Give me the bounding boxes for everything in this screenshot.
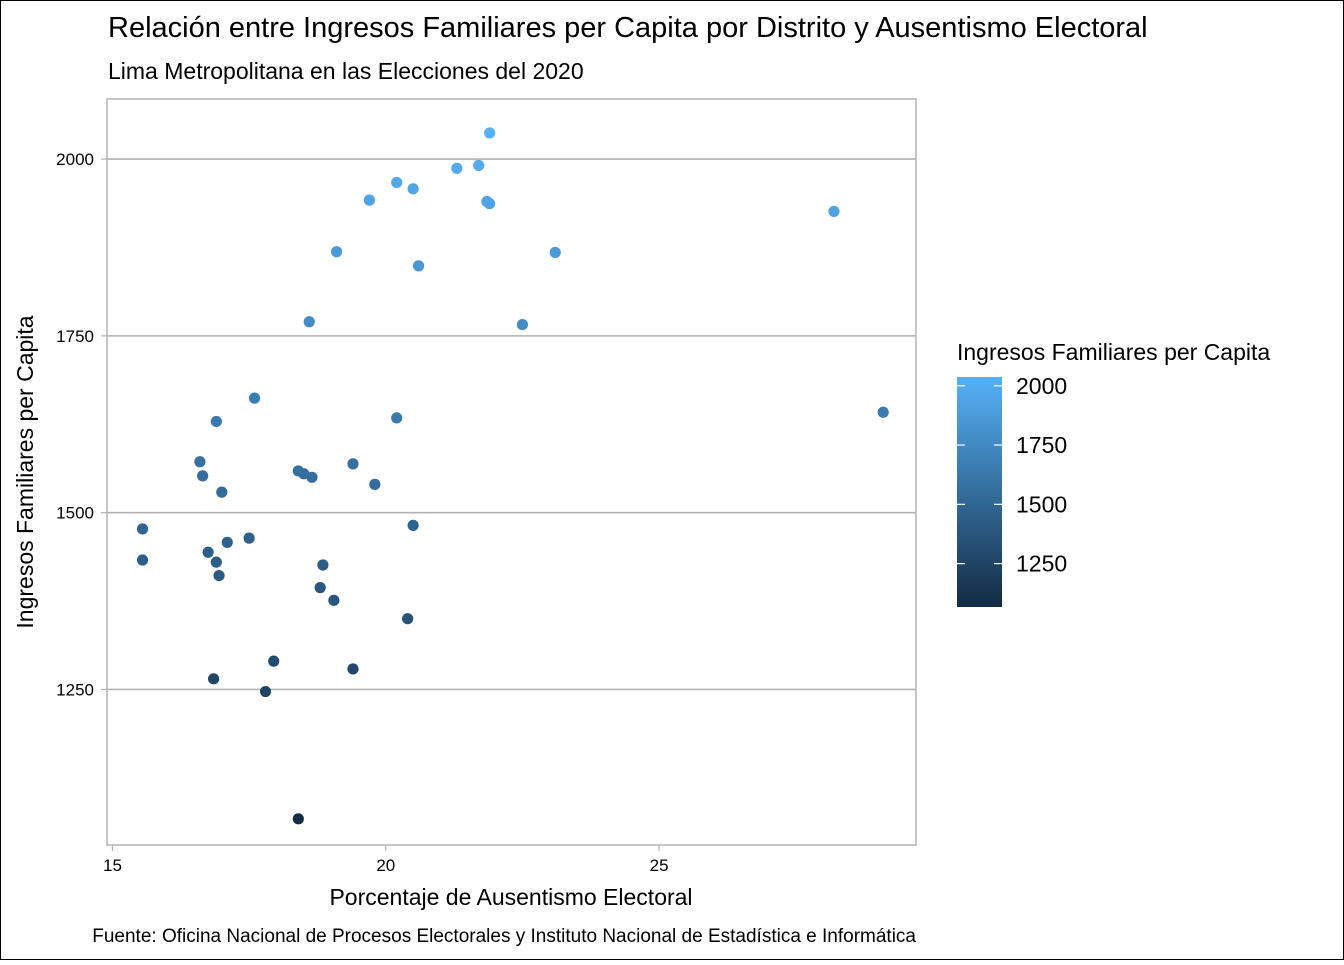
data-point [202, 546, 214, 558]
data-point [407, 183, 419, 195]
legend-title: Ingresos Familiares per Capita [957, 339, 1270, 365]
data-point [303, 316, 315, 328]
chart-subtitle: Lima Metropolitana en las Elecciones del… [108, 58, 584, 84]
data-point [136, 554, 149, 566]
data-point [243, 532, 255, 544]
data-point [268, 655, 280, 667]
y-tick-label: 1250 [56, 680, 94, 699]
data-point [484, 198, 496, 210]
gridlines [107, 158, 916, 691]
chart-title: Relación entre Ingresos Familiares per C… [108, 12, 1148, 44]
data-point [347, 458, 359, 470]
data-point [194, 456, 206, 468]
x-tick-label: 25 [650, 856, 669, 875]
data-point [314, 582, 326, 594]
data-points [136, 127, 889, 825]
y-tick-label: 2000 [56, 150, 94, 169]
data-point [828, 205, 840, 218]
x-axis-title: Porcentaje de Ausentismo Electoral [329, 884, 692, 910]
data-point [197, 470, 209, 482]
data-point [473, 159, 485, 172]
data-point [363, 194, 375, 206]
y-tick-label: 1500 [56, 504, 94, 523]
data-point [248, 392, 261, 404]
x-tick-label: 15 [103, 856, 122, 875]
data-point [549, 246, 561, 259]
colorbar [957, 377, 1002, 607]
data-point [369, 478, 381, 490]
data-point [136, 523, 149, 535]
data-point [347, 663, 359, 675]
data-point [292, 813, 304, 825]
data-point [213, 569, 225, 582]
y-axis-title: Ingresos Familiares per Capita [12, 315, 38, 628]
legend-tick-label: 1750 [1016, 432, 1067, 458]
data-point [330, 246, 343, 258]
data-point [210, 556, 222, 568]
data-point [516, 318, 529, 331]
x-tick-label: 20 [376, 856, 395, 875]
axes: 1250 1500 1750 2000 15 20 25 [56, 150, 668, 875]
data-point [328, 594, 340, 606]
data-point [484, 127, 496, 139]
data-point [877, 406, 889, 418]
plot-panel [106, 98, 917, 846]
data-point [412, 260, 425, 272]
data-point [391, 412, 403, 424]
data-point [207, 673, 220, 685]
legend-tick-label: 1500 [1016, 491, 1067, 517]
data-point [451, 162, 463, 174]
data-point [221, 536, 233, 548]
color-legend: Ingresos Familiares per Capita 1250 1500 1… [957, 339, 1270, 607]
data-point [259, 685, 272, 698]
data-point [210, 415, 222, 428]
data-point [391, 176, 403, 189]
data-point [216, 486, 228, 498]
legend-tick-label: 1250 [1016, 551, 1067, 577]
data-point [306, 471, 318, 483]
data-point [407, 519, 419, 531]
legend-tick-label: 2000 [1016, 373, 1067, 399]
chart-caption: Fuente: Oficina Nacional de Procesos Ele… [92, 926, 916, 947]
data-point [317, 559, 329, 571]
y-tick-label: 1750 [56, 327, 94, 346]
data-point [402, 613, 414, 625]
